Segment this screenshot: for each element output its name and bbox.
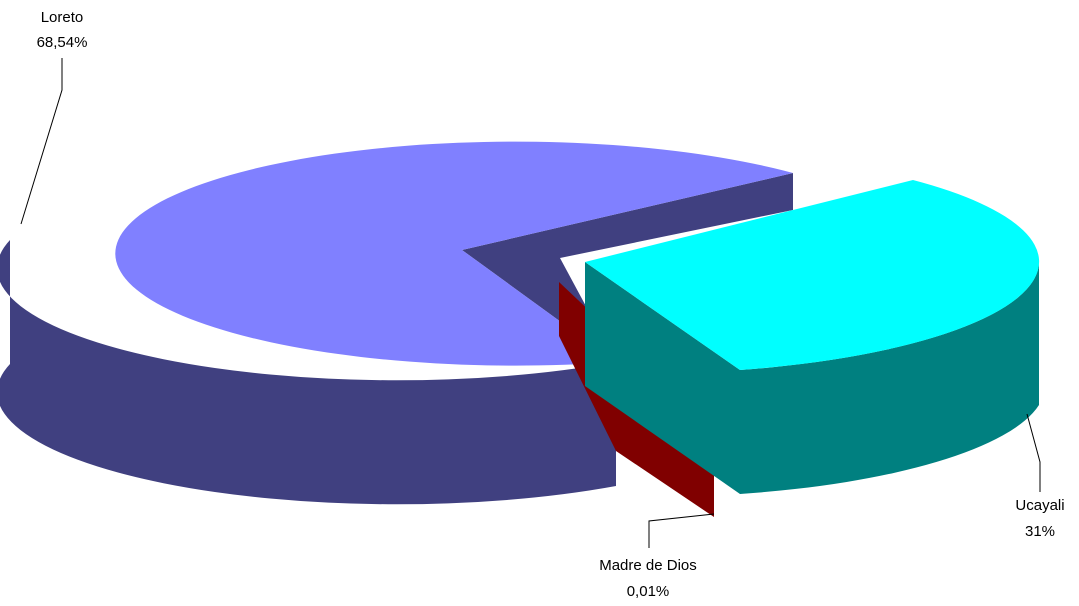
slice-loreto-inner-wall	[462, 173, 793, 362]
label-ucayali-name: Ucayali	[1015, 497, 1064, 514]
leader-line-madre-de-dios	[648, 513, 715, 548]
slice-ucayali-side	[740, 262, 1039, 494]
leader-line-ucayali	[1026, 413, 1041, 492]
slice-loreto	[0, 141, 793, 505]
slice-loreto-top	[115, 141, 793, 366]
label-madre-de-dios-name: Madre de Dios	[599, 557, 697, 574]
label-ucayali-value: 31%	[1025, 523, 1055, 540]
label-madre-de-dios-value: 0,01%	[627, 583, 670, 600]
slice-ucayali-top	[585, 180, 1040, 370]
slice-ucayali	[585, 180, 1040, 494]
leader-line-loreto	[20, 58, 63, 225]
label-loreto-value: 68,54%	[37, 34, 88, 51]
label-loreto-name: Loreto	[41, 9, 84, 26]
slice-ucayali-inner-wall	[585, 262, 740, 494]
slice-loreto-side	[0, 240, 616, 505]
